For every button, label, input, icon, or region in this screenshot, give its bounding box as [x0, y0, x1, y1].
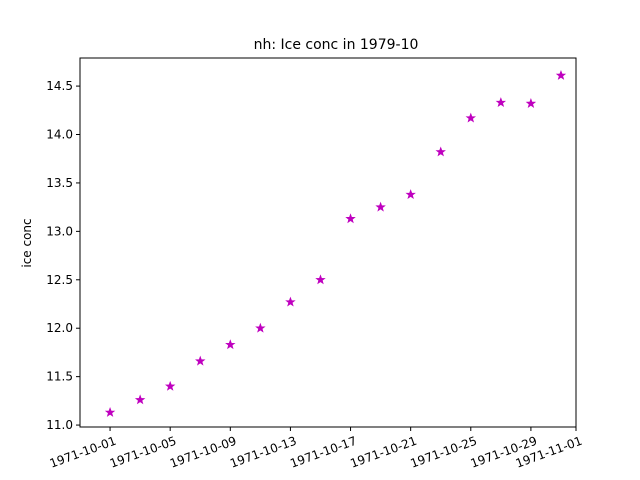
y-tick-label: 14.5 — [46, 79, 73, 93]
y-tick-label: 12.5 — [46, 273, 73, 287]
y-axis: 11.0 11.5 12.0 12.5 13.0 13.5 14.0 14.5 — [46, 79, 80, 432]
data-point — [195, 355, 206, 366]
data-point — [104, 406, 116, 417]
data-point — [255, 322, 266, 333]
chart-title: nh: Ice conc in 1979-10 — [254, 37, 419, 53]
data-point — [435, 146, 446, 157]
data-points — [104, 69, 567, 417]
y-tick-label: 13.5 — [46, 176, 73, 190]
x-tick-label: 1971-10-21 — [348, 434, 418, 471]
y-tick-label: 13.0 — [46, 224, 73, 238]
data-point — [285, 296, 296, 307]
data-point — [164, 380, 176, 391]
data-point — [225, 339, 236, 350]
data-point — [555, 69, 567, 80]
x-tick-label: 1971-10-05 — [108, 434, 178, 471]
data-point — [495, 97, 507, 107]
y-tick-label: 12.0 — [46, 321, 73, 335]
plot-area-frame — [79, 57, 577, 428]
data-point — [134, 394, 146, 405]
data-point — [525, 98, 537, 108]
data-point — [375, 201, 386, 212]
data-point — [345, 213, 356, 224]
x-tick-label: 1971-10-09 — [168, 434, 238, 471]
x-tick-label: 1971-10-17 — [288, 434, 358, 471]
y-tick-label: 11.0 — [46, 418, 73, 432]
x-tick-label: 1971-10-01 — [48, 434, 118, 471]
data-point — [405, 189, 416, 199]
x-axis: 1971-10-011971-10-051971-10-091971-10-13… — [48, 427, 584, 471]
x-tick-label: 1971-10-25 — [408, 434, 478, 471]
data-point — [315, 274, 326, 285]
x-tick-label: 1971-10-13 — [228, 434, 298, 471]
data-point — [465, 112, 476, 123]
y-axis-label: ice conc — [20, 218, 34, 267]
y-tick-label: 11.5 — [46, 370, 73, 384]
y-tick-label: 14.0 — [46, 128, 73, 142]
